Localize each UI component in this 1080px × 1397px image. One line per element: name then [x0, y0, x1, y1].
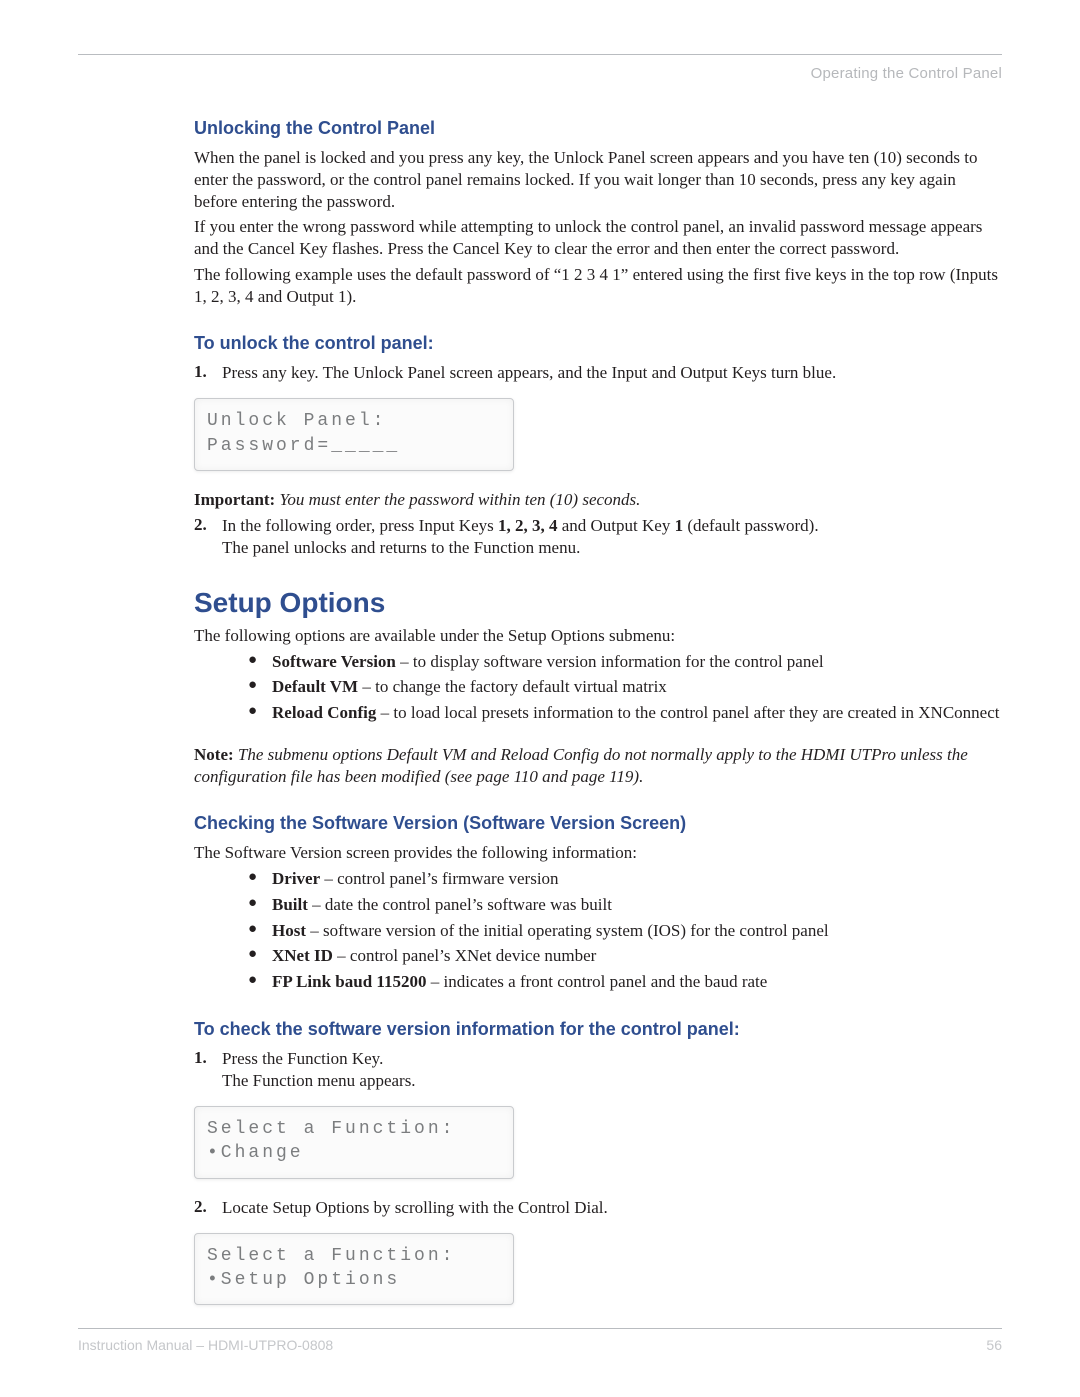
list-item: ● Host – software version of the initial… — [194, 920, 1000, 942]
step-text: In the following order, press Input Keys… — [222, 515, 1000, 559]
step-number: 1. — [194, 362, 222, 384]
step-number: 1. — [194, 1048, 222, 1092]
page-number: 56 — [986, 1337, 1002, 1353]
heading-unlocking: Unlocking the Control Panel — [194, 118, 1000, 139]
heading-check-version: To check the software version informatio… — [194, 1019, 1000, 1040]
heading-setup-options: Setup Options — [194, 587, 1000, 619]
step-item: 2. In the following order, press Input K… — [194, 515, 1000, 559]
list-item: ● FP Link baud 115200 – indicates a fron… — [194, 971, 1000, 993]
note-text: The submenu options Default VM and Reloa… — [194, 745, 968, 786]
list-item: ● Driver – control panel’s firmware vers… — [194, 868, 1000, 890]
bullet-icon: ● — [248, 702, 272, 724]
step-text: Press the Function Key. The Function men… — [222, 1048, 1000, 1092]
page-footer: Instruction Manual – HDMI-UTPRO-0808 56 — [78, 1328, 1002, 1353]
footer-rule — [78, 1328, 1002, 1329]
heading-to-unlock: To unlock the control panel: — [194, 333, 1000, 354]
important-text: You must enter the password within ten (… — [279, 490, 640, 509]
lcd-line: Select a Function: — [207, 1119, 455, 1139]
running-head: Operating the Control Panel — [78, 65, 1002, 82]
lcd-screen: Select a Function: •Setup Options — [194, 1233, 514, 1306]
para: The following example uses the default p… — [194, 264, 1000, 308]
note-label: Note: — [194, 745, 234, 764]
steps-list: 1. Press the Function Key. The Function … — [194, 1048, 1000, 1092]
important-note: Important: You must enter the password w… — [194, 489, 1000, 511]
lcd-line: Select a Function: — [207, 1246, 455, 1266]
note: Note: The submenu options Default VM and… — [194, 744, 1000, 788]
lcd-line: •Change — [207, 1143, 304, 1163]
bullet-list: ● Software Version – to display software… — [194, 651, 1000, 724]
para: If you enter the wrong password while at… — [194, 216, 1000, 260]
bullet-icon: ● — [248, 894, 272, 916]
steps-list: 2. Locate Setup Options by scrolling wit… — [194, 1197, 1000, 1219]
content-area: Unlocking the Control Panel When the pan… — [78, 118, 1002, 1305]
lcd-line: Password=_____ — [207, 436, 400, 456]
list-item: ● Reload Config – to load local presets … — [194, 702, 1000, 724]
step-number: 2. — [194, 515, 222, 559]
list-item: ● Built – date the control panel’s softw… — [194, 894, 1000, 916]
list-item: ● Software Version – to display software… — [194, 651, 1000, 673]
bullet-icon: ● — [248, 920, 272, 942]
footer-left: Instruction Manual – HDMI-UTPRO-0808 — [78, 1337, 333, 1353]
step-item: 2. Locate Setup Options by scrolling wit… — [194, 1197, 1000, 1219]
steps-list: 1. Press any key. The Unlock Panel scree… — [194, 362, 1000, 384]
bullet-list: ● Driver – control panel’s firmware vers… — [194, 868, 1000, 993]
para: The Software Version screen provides the… — [194, 842, 1000, 864]
step-text: Locate Setup Options by scrolling with t… — [222, 1197, 1000, 1219]
steps-list: 2. In the following order, press Input K… — [194, 515, 1000, 559]
bullet-icon: ● — [248, 945, 272, 967]
heading-software-version: Checking the Software Version (Software … — [194, 813, 1000, 834]
bullet-icon: ● — [248, 971, 272, 993]
step-text: Press any key. The Unlock Panel screen a… — [222, 362, 1000, 384]
bullet-icon: ● — [248, 676, 272, 698]
list-item: ● Default VM – to change the factory def… — [194, 676, 1000, 698]
step-item: 1. Press any key. The Unlock Panel scree… — [194, 362, 1000, 384]
bullet-icon: ● — [248, 868, 272, 890]
important-label: Important: — [194, 490, 275, 509]
page: Operating the Control Panel Unlocking th… — [0, 0, 1080, 1397]
lcd-line: •Setup Options — [207, 1270, 400, 1290]
para: When the panel is locked and you press a… — [194, 147, 1000, 212]
header-rule — [78, 54, 1002, 55]
para: The following options are available unde… — [194, 625, 1000, 647]
lcd-line: Unlock Panel: — [207, 411, 386, 431]
lcd-screen: Unlock Panel: Password=_____ — [194, 398, 514, 471]
step-number: 2. — [194, 1197, 222, 1219]
step-item: 1. Press the Function Key. The Function … — [194, 1048, 1000, 1092]
lcd-screen: Select a Function: •Change — [194, 1106, 514, 1179]
list-item: ● XNet ID – control panel’s XNet device … — [194, 945, 1000, 967]
bullet-icon: ● — [248, 651, 272, 673]
